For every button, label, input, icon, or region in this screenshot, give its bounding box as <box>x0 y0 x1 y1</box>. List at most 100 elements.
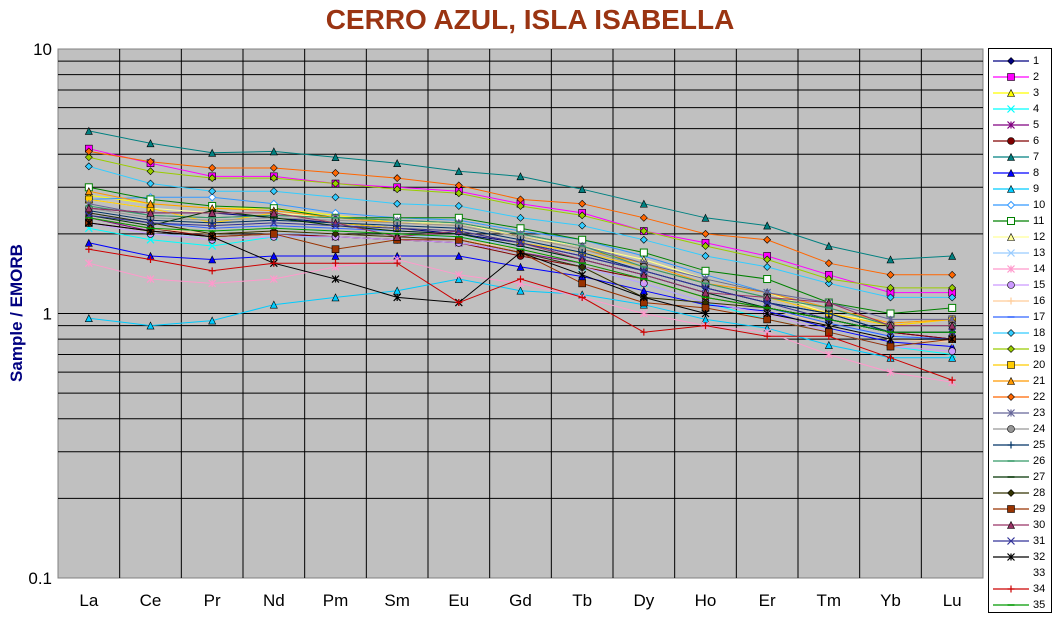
data-point <box>701 309 710 318</box>
legend-symbol <box>993 345 1029 353</box>
data-point <box>331 229 340 238</box>
x-tick-label: La <box>79 591 98 610</box>
data-point <box>578 252 587 260</box>
data-point <box>270 230 278 238</box>
data-point <box>516 286 525 295</box>
data-point <box>886 255 895 264</box>
data-point <box>1007 393 1015 401</box>
data-point <box>578 270 587 279</box>
data-point <box>454 274 463 283</box>
data-point <box>578 293 586 301</box>
data-point <box>454 189 463 198</box>
series-19 <box>84 153 957 292</box>
legend-item: 29 <box>989 501 1051 517</box>
data-point <box>1007 520 1015 529</box>
data-point <box>701 252 710 260</box>
legend-symbol <box>993 329 1029 337</box>
legend-label: 30 <box>1033 519 1046 531</box>
legend-label: 31 <box>1033 535 1046 547</box>
legend-item: 6 <box>989 133 1051 149</box>
legend-item: 24 <box>989 421 1051 437</box>
data-point <box>1007 57 1015 65</box>
data-point <box>701 229 710 238</box>
data-point <box>1007 409 1015 417</box>
data-point <box>1007 297 1015 305</box>
data-point <box>763 332 771 340</box>
data-point <box>1007 121 1015 129</box>
data-point <box>146 157 155 166</box>
data-point <box>1007 105 1015 113</box>
legend-item: 17 <box>989 309 1051 325</box>
data-point <box>701 283 710 292</box>
data-point <box>701 213 710 222</box>
data-point <box>454 167 463 176</box>
data-point <box>639 227 648 235</box>
legend-item: 1 <box>989 53 1051 69</box>
legend-item: 21 <box>989 373 1051 389</box>
legend-label: 32 <box>1033 551 1046 563</box>
data-point <box>1007 88 1015 97</box>
legend-label: 2 <box>1033 71 1040 83</box>
data-point <box>269 187 278 196</box>
x-tick-label: Nd <box>263 591 285 610</box>
data-point <box>331 251 340 260</box>
x-tick-label: Pm <box>323 591 349 610</box>
data-point <box>948 376 956 384</box>
data-point <box>824 298 833 307</box>
series-35 <box>85 217 956 333</box>
data-point <box>269 208 278 217</box>
data-point <box>578 211 587 220</box>
data-point <box>85 245 93 253</box>
data-point <box>886 283 895 292</box>
legend-label: 14 <box>1033 263 1046 275</box>
legend-symbol <box>993 425 1029 433</box>
data-point <box>208 242 217 250</box>
data-point <box>331 293 340 302</box>
data-point <box>1007 505 1015 513</box>
data-point <box>146 321 155 330</box>
data-point <box>1007 217 1015 225</box>
data-point <box>701 266 710 275</box>
legend-label: 8 <box>1033 167 1040 179</box>
data-point <box>824 241 833 250</box>
legend-label: 28 <box>1033 487 1046 499</box>
data-point <box>886 342 895 351</box>
legend-item: 27 <box>989 469 1051 485</box>
series-22 <box>84 147 957 279</box>
data-point <box>1007 585 1015 593</box>
legend-symbol <box>993 281 1029 289</box>
data-point <box>516 172 525 181</box>
data-point <box>1007 168 1015 177</box>
legend-item: 23 <box>989 405 1051 421</box>
data-point <box>824 340 833 349</box>
legend-symbol <box>993 476 1029 478</box>
data-point <box>393 224 402 233</box>
series-31 <box>84 211 957 337</box>
data-point <box>331 168 340 177</box>
legend-label: 11 <box>1033 215 1045 227</box>
data-point <box>84 204 93 213</box>
data-point <box>639 266 648 275</box>
data-point <box>824 350 833 359</box>
data-point <box>824 259 833 268</box>
data-point <box>578 199 587 208</box>
data-point <box>948 353 957 362</box>
data-point <box>948 293 957 302</box>
legend-label: 7 <box>1033 151 1040 163</box>
y-tick-label: 0.1 <box>28 569 52 588</box>
x-tick-label: Eu <box>448 591 469 610</box>
data-point <box>146 235 155 244</box>
legend: 1 2 3 4 5 6 7 8 9 10 11 12 13 14 15 16 17 18 19 20 21 22 23 24 2… <box>988 48 1052 613</box>
x-tick-label: Tb <box>572 591 592 610</box>
data-point <box>146 208 155 217</box>
legend-symbol <box>993 361 1029 369</box>
legend-label: 21 <box>1033 375 1046 387</box>
legend-symbol <box>993 409 1029 417</box>
data-point <box>269 219 278 227</box>
legend-label: 19 <box>1033 343 1046 355</box>
data-point <box>208 208 217 217</box>
legend-item: 35 <box>989 597 1051 613</box>
data-point <box>763 275 772 284</box>
data-point <box>454 227 463 235</box>
legend-item: 14 <box>989 261 1051 277</box>
